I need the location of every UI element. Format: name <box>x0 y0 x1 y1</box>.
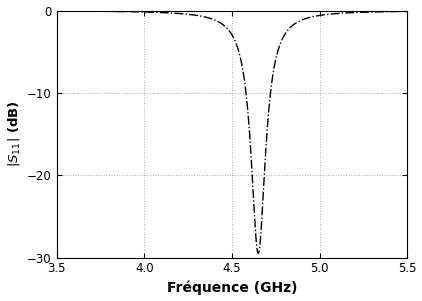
X-axis label: Fréquence (GHz): Fréquence (GHz) <box>167 281 297 296</box>
Y-axis label: $|S_{11}|$ (dB): $|S_{11}|$ (dB) <box>5 101 22 167</box>
